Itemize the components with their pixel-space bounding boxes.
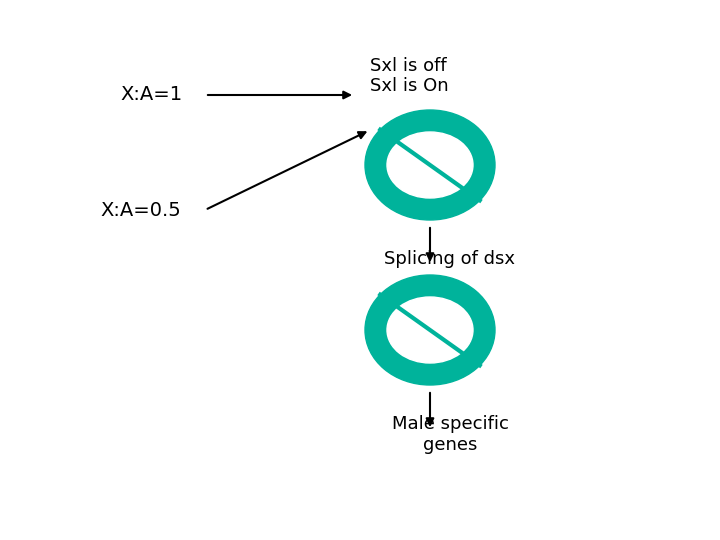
Ellipse shape [365,110,495,220]
Text: Sxl is On: Sxl is On [370,77,449,95]
Ellipse shape [365,275,495,385]
Text: X:A=1: X:A=1 [120,85,182,105]
Ellipse shape [387,132,473,198]
Text: Male specific
genes: Male specific genes [392,415,508,454]
Text: X:A=0.5: X:A=0.5 [100,200,181,219]
Text: Splicing of dsx: Splicing of dsx [384,250,516,268]
Ellipse shape [387,297,473,363]
Text: Sxl is off: Sxl is off [370,57,446,75]
